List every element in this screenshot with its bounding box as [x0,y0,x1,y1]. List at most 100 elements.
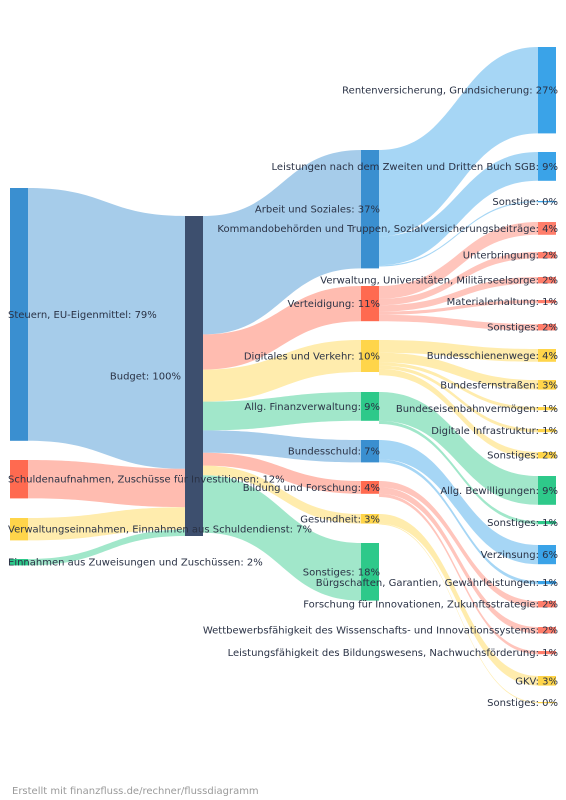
node-diginfra [538,429,556,433]
label-wettbew: Wettbewerbsfähigkeit des Wissenschafts- … [203,626,558,637]
node-vwuni [538,277,556,284]
label-material: Materialerhaltung: 1% [447,297,558,308]
link-steuern-budget [28,188,185,469]
link-digital-bev [379,362,538,411]
label-leistung: Leistungsfähigkeit des Bildungswesens, N… [228,648,558,659]
sankey-nodes [10,47,556,704]
footer-credit: Erstellt mit finanzfluss.de/rechner/flus… [12,786,259,797]
label-f_sonst: Sonstiges: 1% [487,518,558,529]
node-sgb [538,152,556,181]
link-budget-digital [203,340,361,402]
node-f_sonst [538,521,556,525]
node-bev [538,407,556,411]
link-finanz-bewill [379,392,538,505]
node-arbeit [361,150,379,269]
node-schiene [538,349,556,362]
node-bschuld [361,440,379,463]
node-material [538,300,556,304]
label-zukunft: Forschung für Innovationen, Zukunftsstra… [303,600,558,611]
node-bildung [361,481,379,494]
node-gesund [361,514,379,524]
label-vwuni: Verwaltung, Universitäten, Militärseelso… [320,276,558,287]
node-wettbew [538,627,556,634]
node-gkv [538,676,556,686]
node-bewill [538,476,556,505]
link-budget-verteid [203,286,361,370]
label-finanz: Allg. Finanzverwaltung: 9% [244,402,380,413]
node-sonst18 [361,543,379,601]
link-bschuld-buerg [379,459,538,585]
label-zins: Verzinsung: 6% [481,550,558,561]
link-budget-bschuld [203,430,361,463]
label-rente: Rentenversicherung, Grundsicherung: 27% [342,86,558,97]
link-verteid-material [379,300,538,315]
label-budget: Budget: 100% [110,372,181,383]
sankey-links [28,47,538,703]
label-diginfra: Digitale Infrastruktur: 1% [431,426,558,437]
link-zuweis-budget [28,529,185,566]
label-schiene: Bundesschienenwege: 4% [427,351,558,362]
node-schulden [10,460,28,499]
node-strassen [538,380,556,390]
node-verteid [361,286,379,322]
link-budget-finanz [203,392,361,431]
link-arbeit-rente [379,47,538,237]
link-budget-bildung [203,452,361,494]
link-finanz-f_sonst [379,420,538,525]
link-budget-gesund [203,465,361,524]
link-verwein-budget [28,507,185,541]
node-buerg [538,581,556,585]
label-as_sonst: Sonstige: 0% [492,197,558,208]
node-verwein [10,518,28,541]
node-v_sonst [538,324,556,331]
link-digital-strassen [379,352,538,390]
label-buerg: Bürgschaften, Garantien, Gewährleistunge… [316,578,558,589]
node-leistung [538,651,556,655]
label-steuern: Steuern, EU-Eigenmittel: 79% [8,310,157,321]
node-zuweis [10,559,28,566]
label-gesund: Gesundheit: 3% [300,514,380,525]
node-zins [538,545,556,565]
link-verteid-v_sonst [379,314,538,331]
node-g_sonst [538,702,556,704]
node-rente [538,47,556,134]
label-digital: Digitales und Verkehr: 10% [244,352,380,363]
link-budget-sonst18 [203,475,361,601]
link-verteid-vwuni [379,277,538,312]
node-unterbr [538,252,556,259]
label-zuweis: Einnahmen aus Zuweisungen und Zuschüssen… [8,558,263,569]
label-unterbr: Unterbringung: 2% [463,251,558,262]
node-kommando [538,222,556,235]
label-bildung: Bildung und Forschung: 4% [243,483,380,494]
label-bewill: Allg. Bewilligungen: 9% [440,486,558,497]
label-v_sonst: Sonstiges: 2% [487,323,558,334]
link-bildung-zukunft [379,481,538,608]
label-arbeit: Arbeit und Soziales: 37% [255,205,380,216]
node-zukunft [538,601,556,608]
node-budget [185,216,203,536]
link-bildung-wettbew [379,487,538,634]
link-bschuld-zins [379,440,538,565]
link-gesund-g_sonst [379,523,538,703]
link-schulden-budget [28,460,185,508]
link-budget-arbeit [203,150,361,335]
label-d_sonst: Sonstiges: 2% [487,451,558,462]
label-kommando: Kommandobehörden und Truppen, Sozialvers… [217,224,558,235]
label-bschuld: Bundesschuld: 7% [288,447,380,458]
link-gesund-gkv [379,514,538,686]
node-steuern [10,188,28,441]
label-verwein: Verwaltungseinnahmen, Einnahmen aus Schu… [8,525,312,536]
label-sgb: Leistungen nach dem Zweiten und Dritten … [272,162,558,173]
label-strassen: Bundesfernstraßen: 3% [440,380,558,391]
label-verteid: Verteidigung: 11% [288,299,380,310]
label-bev: Bundeseisenbahnvermögen: 1% [396,404,558,415]
node-digital [361,340,379,372]
link-bildung-leistung [379,493,538,655]
label-schulden: Schuldenaufnahmen, Zuschüsse für Investi… [8,475,285,486]
link-arbeit-sgb [379,152,538,266]
link-arbeit-as_sonst [379,201,538,267]
label-gkv: GKV: 3% [515,676,558,687]
link-verteid-kommando [379,222,538,299]
node-d_sonst [538,452,556,459]
